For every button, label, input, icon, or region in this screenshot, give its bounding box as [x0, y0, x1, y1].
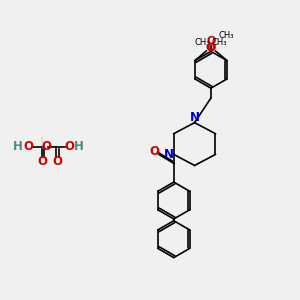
Text: H: H: [74, 140, 84, 153]
Text: O: O: [207, 43, 216, 53]
Text: O: O: [23, 140, 33, 153]
Text: CH₃: CH₃: [195, 38, 210, 46]
Text: N: N: [190, 111, 200, 124]
Text: O: O: [206, 43, 215, 53]
Text: N: N: [164, 148, 173, 161]
Text: O: O: [52, 155, 62, 168]
Text: CH₃: CH₃: [212, 38, 227, 46]
Text: O: O: [41, 140, 51, 153]
Text: H: H: [13, 140, 23, 153]
Text: CH₃: CH₃: [218, 31, 234, 40]
Text: O: O: [206, 36, 216, 46]
Text: O: O: [65, 140, 75, 153]
Text: O: O: [149, 145, 160, 158]
Text: O: O: [38, 155, 47, 168]
